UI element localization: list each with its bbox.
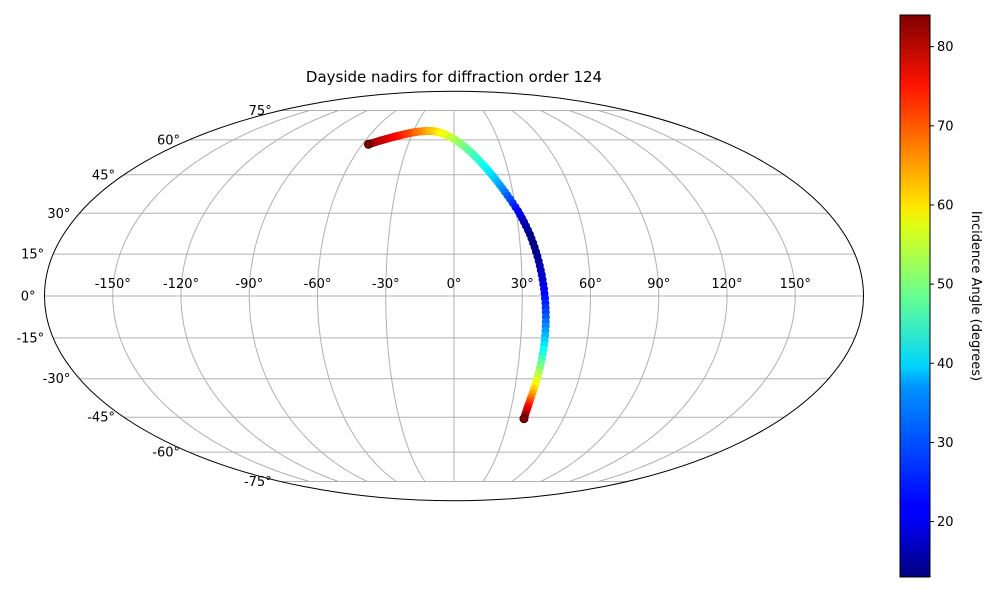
latitude-tick-label: 75° — [249, 104, 272, 119]
longitude-tick-label: 120° — [711, 277, 742, 292]
latitude-tick-label: 30° — [47, 207, 70, 222]
grid-meridian — [112, 110, 310, 482]
longitude-tick-label: 90° — [647, 277, 670, 292]
longitude-tick-label: 60° — [579, 277, 602, 292]
longitude-tick-label: 0° — [447, 277, 462, 292]
longitude-tick-label: 150° — [780, 277, 811, 292]
chart-title: Dayside nadirs for diffraction order 124 — [306, 68, 602, 86]
grid-meridian — [180, 110, 339, 482]
longitude-tick-label: -120° — [163, 277, 199, 292]
latitude-tick-label: -75° — [244, 475, 272, 490]
colorbar-tick-label: 30 — [937, 436, 954, 451]
longitude-tick-label: -150° — [95, 277, 131, 292]
colorbar-tick-label: 40 — [937, 357, 954, 372]
grid-meridian — [511, 110, 592, 482]
colorbar-tick-label: 20 — [937, 515, 954, 530]
colorbar — [899, 14, 931, 578]
grid-meridian — [316, 110, 397, 482]
colorbar-tick-label: 70 — [937, 119, 954, 134]
grid-meridian — [248, 110, 368, 482]
latitude-tick-label: -30° — [43, 372, 71, 387]
latitude-tick-label: -60° — [152, 446, 180, 461]
longitude-tick-label: -90° — [235, 277, 263, 292]
latitude-tick-label: 60° — [157, 133, 180, 148]
latitude-tick-label: 45° — [92, 168, 115, 183]
grid-meridian — [482, 110, 523, 482]
longitude-tick-labels: -150° -120° -90° -60° -30° 0° 30° 60° 90° 120° 150… — [95, 277, 811, 292]
colorbar-tick-label: 80 — [937, 40, 954, 55]
colorbar-label: Incidence Angle (degrees) — [968, 211, 983, 381]
latitude-tick-label: 0° — [21, 290, 36, 305]
longitude-tick-label: -30° — [372, 277, 400, 292]
grid-meridian — [569, 110, 728, 482]
latitude-tick-label: 15° — [21, 248, 44, 263]
latitude-tick-label: -45° — [87, 411, 115, 426]
latitude-tick-label: -15° — [16, 331, 44, 346]
latitude-tick-labels: -75° -60° -45° -30° -15° 0° 15° 30° 45° 60° 75° — [16, 104, 271, 490]
scatter-point-end — [363, 139, 373, 149]
grid-meridian — [540, 110, 660, 482]
graticule — [44, 109, 864, 483]
grid-meridian — [385, 110, 426, 482]
scatter-point-end — [519, 414, 529, 424]
colorbar-ticks: 20 30 40 50 60 70 80 — [930, 40, 954, 530]
colorbar-tick-label: 50 — [937, 278, 954, 293]
longitude-tick-label: 30° — [511, 277, 534, 292]
scatter-points — [363, 127, 550, 424]
map-boundary — [44, 90, 864, 502]
longitude-tick-label: -60° — [304, 277, 332, 292]
grid-meridian — [598, 110, 796, 482]
colorbar-tick-label: 60 — [937, 198, 954, 213]
